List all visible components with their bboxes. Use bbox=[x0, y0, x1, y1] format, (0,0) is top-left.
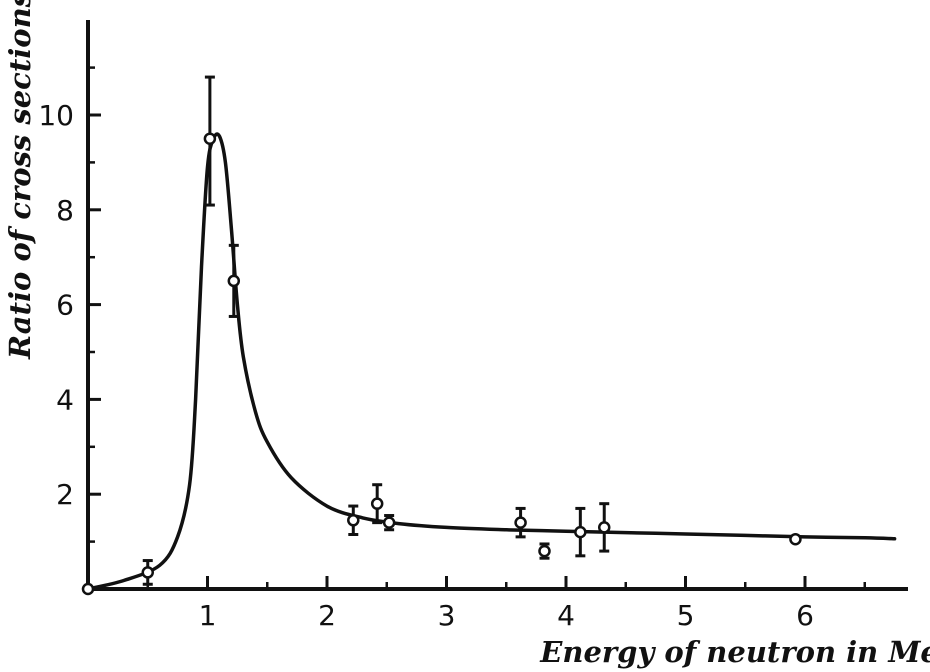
data-point bbox=[574, 525, 587, 539]
data-point bbox=[597, 521, 611, 534]
x-tick-label: 4 bbox=[557, 599, 575, 632]
fitted-curve-group bbox=[86, 132, 897, 591]
data-points bbox=[81, 132, 802, 596]
tick-labels: 1 2 3 4 5 6 2 4 6 8 10 bbox=[38, 99, 814, 632]
x-tick-label: 2 bbox=[318, 599, 336, 632]
data-point bbox=[227, 274, 241, 288]
y-tick-label: 8 bbox=[56, 194, 74, 227]
y-tick-label: 4 bbox=[56, 383, 74, 416]
fitted-curve bbox=[86, 132, 897, 591]
data-point bbox=[370, 497, 384, 510]
data-point bbox=[789, 532, 802, 546]
data-point bbox=[538, 544, 551, 558]
y-tick-label: 6 bbox=[56, 289, 74, 322]
x-axis-title: Energy of neutron in Mev bbox=[539, 635, 930, 669]
axes bbox=[86, 20, 908, 591]
data-point bbox=[141, 566, 154, 579]
x-tick-label: 3 bbox=[438, 599, 456, 632]
x-tick-label: 5 bbox=[677, 599, 695, 632]
data-point bbox=[81, 582, 95, 596]
data-point bbox=[514, 516, 527, 529]
y-axis-title: Ratio of cross sections bbox=[3, 0, 37, 360]
y-tick-label: 10 bbox=[38, 99, 74, 132]
data-point bbox=[203, 132, 217, 145]
data-point bbox=[382, 516, 396, 529]
data-point bbox=[347, 514, 360, 527]
y-tick-label: 2 bbox=[56, 478, 74, 511]
x-tick-label: 1 bbox=[199, 599, 217, 632]
x-tick-label: 6 bbox=[796, 599, 814, 632]
